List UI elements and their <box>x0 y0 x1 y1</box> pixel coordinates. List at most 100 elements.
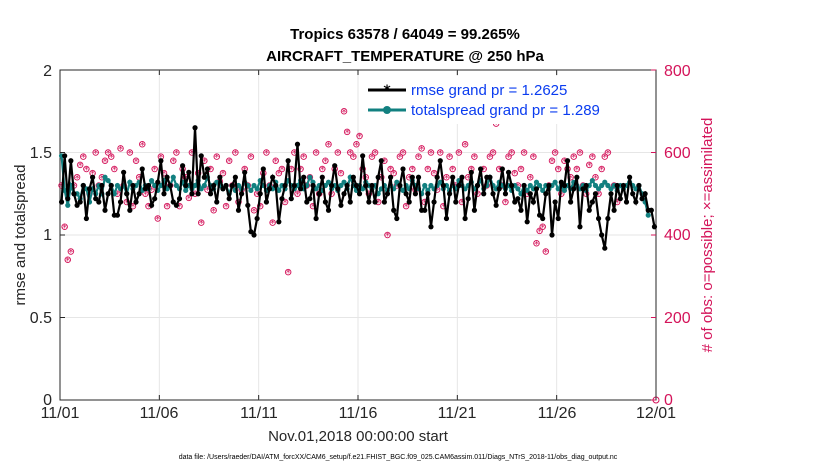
rmse-point <box>279 196 285 202</box>
obs-assimilated-marker: * <box>177 202 182 213</box>
rmse-point <box>62 153 68 159</box>
x-tick-label: 11/06 <box>140 405 179 422</box>
obs-assimilated-marker: * <box>506 153 511 164</box>
rmse-point <box>223 182 229 189</box>
obs-assimilated-marker: * <box>385 231 390 242</box>
rmse-point <box>437 158 443 164</box>
rmse-point <box>574 174 580 180</box>
obs-possible-marker <box>139 140 146 148</box>
legend-label-rmse: rmse grand pr = 1.2625 <box>411 82 567 99</box>
totalspread-point <box>400 187 406 194</box>
obs-possible-marker <box>185 194 193 202</box>
rmse-point <box>204 166 211 172</box>
obs-assimilated-marker: * <box>397 153 402 164</box>
obs-assimilated-marker: * <box>264 149 269 160</box>
rmse-point <box>381 199 387 205</box>
rmse-point <box>627 174 633 180</box>
totalspread-point <box>307 174 313 180</box>
obs-possible-marker <box>402 202 410 210</box>
rmse-point <box>214 199 220 205</box>
obs-assimilated-marker: * <box>459 198 464 209</box>
obs-assimilated-marker: * <box>112 165 117 176</box>
totalspread-point <box>192 182 198 189</box>
rmse-point <box>409 174 415 180</box>
totalspread-point <box>394 179 400 185</box>
rmse-point <box>96 199 102 205</box>
obs-possible-marker <box>592 173 599 181</box>
totalspread-point <box>595 186 602 192</box>
obs-assimilated-marker: * <box>366 190 371 201</box>
rmse-point <box>68 158 74 164</box>
rmse-point <box>148 202 155 208</box>
obs-assimilated-marker: * <box>391 169 396 180</box>
rmse-point <box>558 179 564 185</box>
obs-assimilated-marker: * <box>543 248 548 259</box>
obs-assimilated-marker: * <box>379 173 384 184</box>
y2-tick-label: 800 <box>664 63 691 80</box>
obs-assimilated-marker: * <box>345 128 350 139</box>
rmse-point <box>282 182 288 189</box>
obs-assimilated-marker: * <box>258 202 263 213</box>
obs-assimilated-marker: * <box>233 149 238 160</box>
obs-assimilated-marker: * <box>255 190 260 201</box>
obs-assimilated-marker: * <box>354 140 359 151</box>
x-tick-label: 12/01 <box>636 405 676 422</box>
totalspread-point <box>341 179 347 185</box>
totalspread-point <box>552 179 558 185</box>
rmse-point <box>161 191 167 197</box>
rmse-point <box>583 182 589 189</box>
rmse-point <box>360 153 366 159</box>
obs-assimilated-marker: * <box>388 165 393 176</box>
rmse-point <box>186 169 192 175</box>
obs-assimilated-marker: * <box>279 165 284 176</box>
rmse-point <box>397 182 403 189</box>
obs-possible-marker <box>371 149 379 156</box>
totalspread-point <box>599 182 605 189</box>
obs-possible-marker <box>64 256 72 264</box>
obs-assimilated-marker: * <box>276 169 281 180</box>
rmse-point <box>549 232 555 238</box>
obs-possible-marker <box>250 206 258 214</box>
rmse-point <box>71 191 77 197</box>
obs-possible-marker <box>247 153 255 160</box>
rmse-point <box>93 196 99 202</box>
rmse-point <box>335 186 341 192</box>
obs-assimilated-marker: * <box>497 165 502 176</box>
rmse-point <box>248 229 254 235</box>
rmse-point <box>142 186 148 192</box>
obs-possible-marker <box>319 165 326 173</box>
rmse-point <box>198 153 204 159</box>
obs-possible-marker <box>297 165 304 173</box>
obs-assimilated-marker: * <box>550 157 555 168</box>
rmse-point <box>133 199 139 205</box>
obs-possible-marker <box>350 153 357 160</box>
obs-assimilated-marker: * <box>441 202 446 213</box>
obs-assimilated-marker: * <box>155 215 160 226</box>
rmse-point <box>139 166 145 172</box>
totalspread-point <box>127 179 133 185</box>
obs-possible-marker <box>73 173 81 181</box>
legend-label-spread: totalspread grand pr = 1.289 <box>411 102 600 119</box>
obs-assimilated-marker: * <box>292 149 297 160</box>
rmse-point <box>375 174 381 180</box>
rmse-point <box>515 196 521 202</box>
obs-assimilated-marker: * <box>540 223 545 234</box>
obs-possible-marker <box>396 153 404 160</box>
totalspread-point <box>173 182 180 189</box>
obs-assimilated-marker: * <box>382 157 387 168</box>
obs-assimilated-marker: * <box>487 153 492 164</box>
obs-assimilated-marker: * <box>518 165 523 176</box>
obs-possible-marker <box>343 128 351 136</box>
obs-assimilated-marker: * <box>450 165 455 176</box>
rmse-point <box>540 215 546 222</box>
obs-assimilated-marker: * <box>528 173 533 184</box>
obs-assimilated-marker: * <box>373 149 378 160</box>
y-tick-label: 0.5 <box>30 310 52 327</box>
rmse-point <box>86 186 93 192</box>
obs-possible-marker <box>601 153 609 160</box>
rmse-point <box>207 191 214 197</box>
rmse-point <box>617 196 623 202</box>
rmse-point <box>434 174 440 180</box>
totalspread-point <box>251 182 257 189</box>
obs-assimilated-marker: * <box>348 149 353 160</box>
